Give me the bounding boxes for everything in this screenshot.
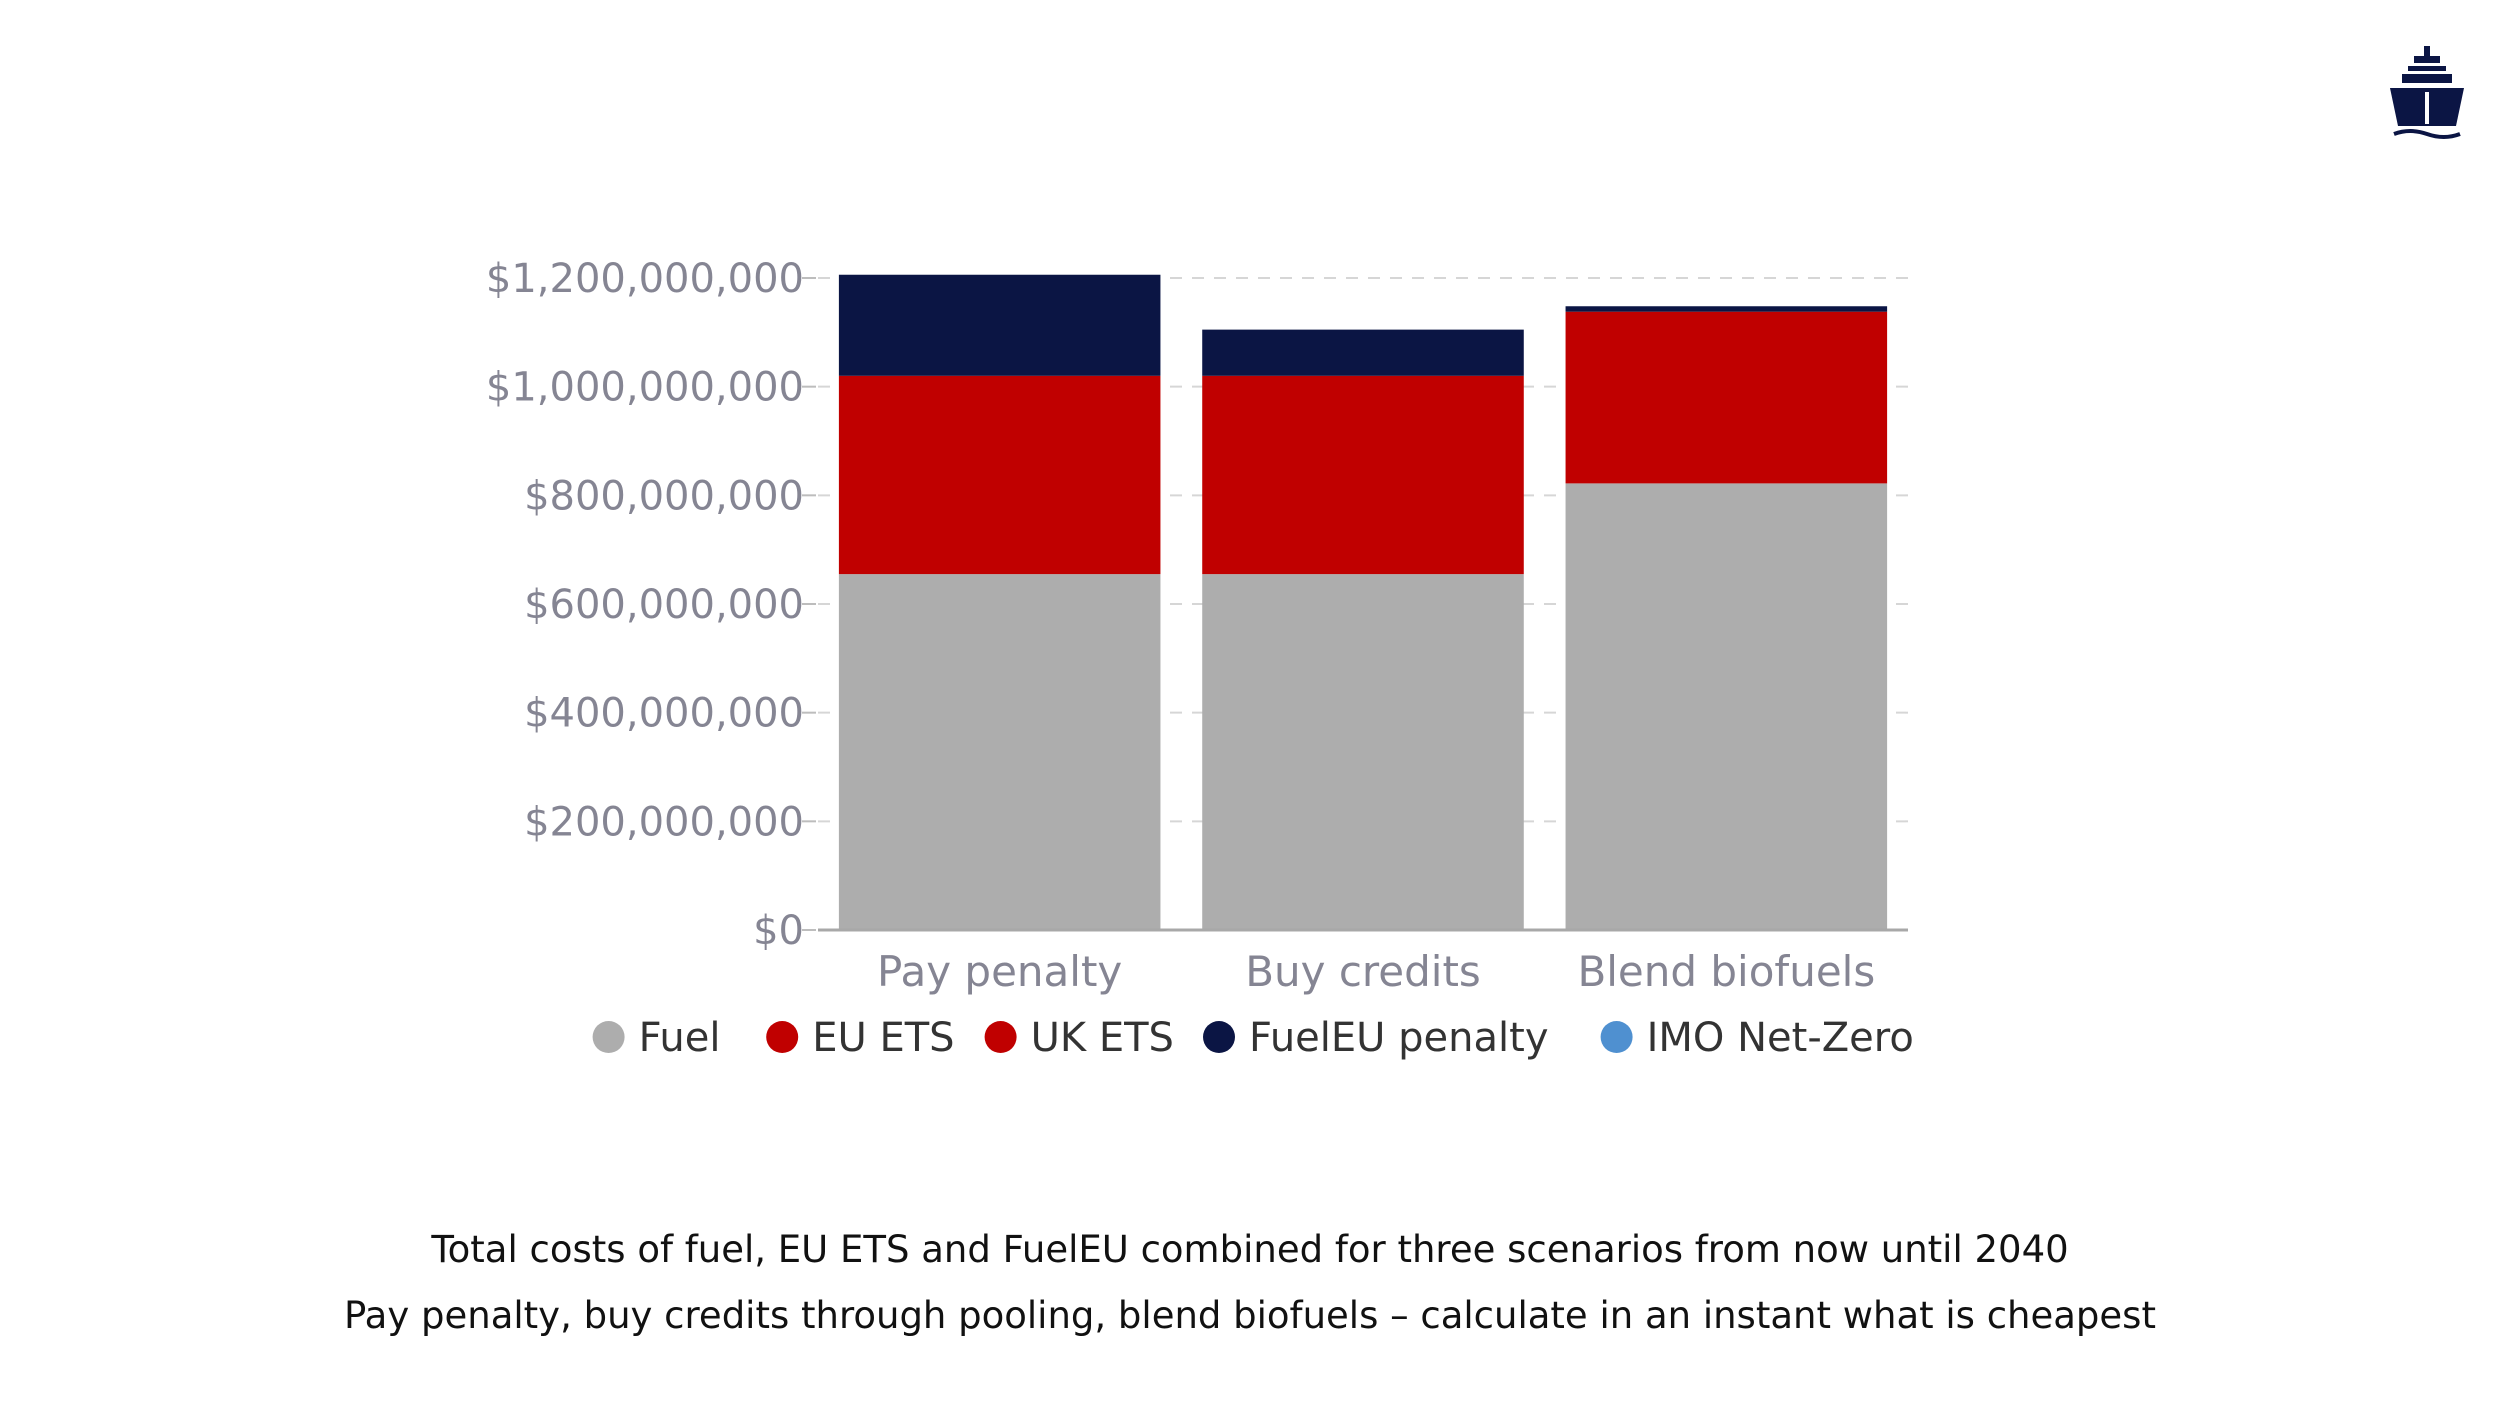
y-tick-label: $1,000,000,000 — [486, 365, 804, 411]
legend-label-imo-net-zero: IMO Net-Zero — [1647, 1015, 1914, 1061]
y-tick-label: $200,000,000 — [524, 799, 804, 845]
bar-segment-fueleu-penalty — [838, 274, 1161, 376]
y-tick-label: $800,000,000 — [524, 473, 804, 519]
bar-segment-eu-ets — [1565, 311, 1888, 484]
y-tick-label: $400,000,000 — [524, 691, 804, 737]
ship-icon — [2388, 44, 2466, 148]
legend-label-uk-ets: UK ETS — [1031, 1015, 1174, 1061]
bar-segment-fuel — [838, 574, 1161, 930]
x-tick-label: Pay penalty — [877, 947, 1122, 996]
bar-segment-fueleu-penalty — [1202, 329, 1524, 376]
bars — [838, 274, 1888, 930]
x-tick-label: Buy credits — [1245, 947, 1481, 996]
legend-swatch-eu-ets — [766, 1021, 799, 1053]
bar-segment-fuel — [1565, 483, 1888, 930]
legend-label-fueleu-penalty: FuelEU penalty — [1249, 1015, 1549, 1061]
axes: $0 $200,000,000 $400,000,000 $600,000,000 $8… — [486, 256, 1908, 996]
legend-swatch-imo-net-zero — [1600, 1021, 1633, 1053]
bar-segment-fueleu-penalty — [1565, 306, 1888, 312]
legend-swatch-fuel — [592, 1021, 625, 1053]
legend-swatch-uk-ets — [984, 1021, 1017, 1053]
legend: Fuel EU ETS UK ETS FuelEU penalty IMO Net-Ze… — [592, 1015, 1914, 1061]
x-tick-label: Blend biofuels — [1577, 947, 1875, 996]
bar-segment-eu-ets — [1202, 375, 1524, 575]
legend-swatch-fueleu-penalty — [1203, 1021, 1235, 1053]
y-tick-label: $600,000,000 — [524, 582, 804, 628]
caption-line-2: Pay penalty, buy credits through pooling… — [344, 1294, 2156, 1337]
bar-segment-fuel — [1202, 574, 1524, 930]
legend-label-fuel: Fuel — [639, 1015, 721, 1061]
caption-line-1: Total costs of fuel, EU ETS and FuelEU c… — [431, 1228, 2069, 1271]
legend-label-eu-ets: EU ETS — [812, 1015, 954, 1061]
y-tick-label: $0 — [753, 908, 804, 954]
y-tick-label: $1,200,000,000 — [486, 256, 804, 302]
bar-segment-eu-ets — [838, 375, 1161, 575]
